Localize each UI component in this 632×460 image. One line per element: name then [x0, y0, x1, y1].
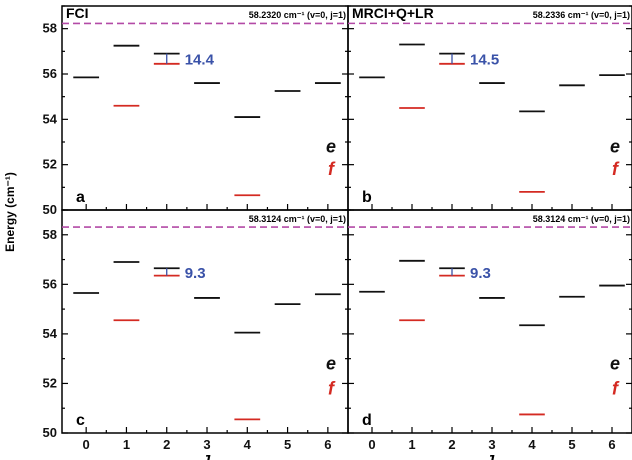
y-tick-label: 58 [43, 21, 57, 36]
y-tick-label: 52 [43, 375, 57, 390]
parity-label-f: f [328, 378, 336, 398]
x-tick-label: 1 [123, 437, 130, 452]
panel-title: FCI [66, 5, 89, 21]
parity-label-e: e [610, 137, 620, 157]
parity-label-f: f [612, 378, 620, 398]
y-tick-label: 56 [43, 276, 57, 291]
reference-label: 58.2336 cm⁻¹ (v=0, j=1) [533, 10, 630, 20]
parity-label-f: f [328, 159, 336, 179]
parity-label-f: f [612, 159, 620, 179]
reference-label: 58.3124 cm⁻¹ (v=0, j=1) [249, 214, 346, 224]
panel-letter: c [76, 412, 85, 429]
parity-label-e: e [610, 354, 620, 374]
splitting-label: 14.5 [470, 52, 499, 69]
splitting-label: 9.3 [185, 265, 206, 282]
x-tick-label: 5 [284, 437, 291, 452]
x-tick-label: 3 [203, 437, 210, 452]
x-axis-title-left: J [202, 452, 211, 460]
x-tick-label: 6 [608, 437, 615, 452]
y-tick-label: 58 [43, 227, 57, 242]
splitting-label: 14.4 [185, 52, 215, 69]
splitting-label: 9.3 [470, 265, 491, 282]
x-tick-label: 1 [408, 437, 415, 452]
x-tick-label: 4 [244, 437, 252, 452]
x-tick-label: 0 [83, 437, 90, 452]
panel-frame [61, 209, 349, 434]
x-tick-label: 0 [368, 437, 375, 452]
x-tick-label: 5 [568, 437, 575, 452]
y-tick-label: 50 [43, 202, 57, 217]
x-axis-title-right: J [486, 452, 495, 460]
x-tick-label: 6 [324, 437, 331, 452]
x-tick-label: 2 [448, 437, 455, 452]
panel-frame [61, 5, 349, 211]
y-tick-label: 54 [43, 111, 58, 126]
parity-label-e: e [326, 137, 336, 157]
panel-frame [347, 209, 632, 434]
reference-label: 58.2320 cm⁻¹ (v=0, j=1) [249, 10, 346, 20]
y-tick-label: 54 [43, 326, 58, 341]
y-tick-label: 52 [43, 157, 57, 172]
x-tick-label: 4 [528, 437, 536, 452]
panel-letter: b [362, 189, 372, 206]
reference-label: 58.3124 cm⁻¹ (v=0, j=1) [533, 214, 630, 224]
panel-d: 0 1 2 3 4 5 6 58.3124 cm⁻¹ (v=0, j=1) 9.3 d ef [347, 209, 632, 452]
panel-title: MRCI+Q+LR [352, 5, 434, 21]
panel-frame [347, 5, 632, 211]
parity-label-e: e [326, 354, 336, 374]
panel-letter: d [362, 412, 372, 429]
x-tick-label: 3 [488, 437, 495, 452]
y-axis-title: Energy (cm⁻¹) [3, 172, 17, 252]
panel-letter: a [76, 189, 85, 206]
y-tick-label: 50 [43, 425, 57, 440]
x-tick-label: 2 [163, 437, 170, 452]
panel-b: MRCI+Q+LR 58.2336 cm⁻¹ (v=0, j=1) 14.5 b ef [347, 5, 632, 211]
y-tick-label: 56 [43, 66, 57, 81]
panel-a: 50 52 54 56 58 FCI 58.2320 cm⁻¹ (v=0, j=1) 14.4… [43, 5, 349, 217]
